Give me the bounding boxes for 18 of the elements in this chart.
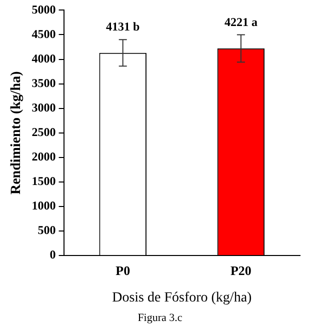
y-axis-title: Rendimiento (kg/ha): [9, 70, 24, 195]
y-tick-label: 1500: [32, 174, 56, 188]
y-tick-label: 1000: [32, 198, 56, 213]
y-tick-label: 0: [50, 248, 56, 262]
y-tick-label: 3000: [32, 100, 56, 114]
text: Figura 3.c: [136, 312, 184, 324]
y-tick-label: 500: [38, 223, 56, 238]
y-tick-label: 4000: [32, 51, 56, 66]
x-axis-title: Dosis de Fósforo (kg/ha): [112, 290, 252, 306]
data-label: 4131 b: [106, 20, 140, 34]
y-tick-label: 4500: [32, 26, 56, 41]
data-label: 4221 a: [224, 14, 258, 29]
y-tick-label: 3500: [32, 76, 56, 90]
x-tick-label: P0: [116, 262, 130, 278]
x-tick-label: P20: [230, 262, 252, 278]
y-tick-label: 2500: [32, 124, 56, 139]
y-tick-label: 5000: [32, 2, 56, 16]
y-tick-label: 2000: [32, 150, 56, 164]
